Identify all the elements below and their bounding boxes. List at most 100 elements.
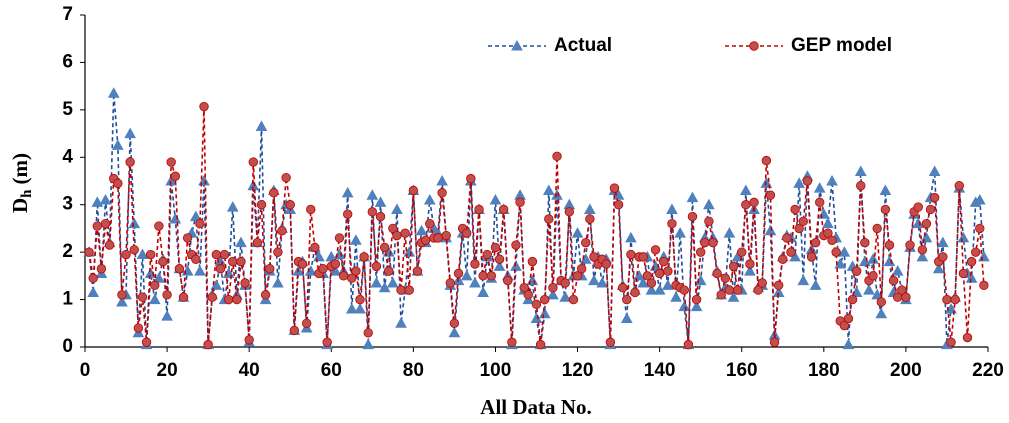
data-point — [470, 259, 480, 269]
data-point — [437, 188, 447, 198]
data-point — [761, 155, 772, 166]
data-point — [880, 204, 891, 215]
data-point — [815, 197, 825, 208]
data-point — [868, 271, 878, 281]
data-point — [111, 139, 124, 150]
data-point — [391, 203, 403, 214]
x-tick-label: 100 — [480, 360, 512, 381]
data-point — [211, 249, 222, 260]
data-point — [843, 313, 854, 324]
data-point — [226, 201, 239, 212]
data-point — [460, 269, 473, 281]
data-point — [683, 339, 694, 350]
data-point — [884, 240, 895, 250]
data-point — [515, 197, 525, 208]
data-point — [921, 218, 932, 229]
data-point — [749, 197, 759, 208]
data-point — [133, 323, 144, 333]
data-point — [957, 231, 970, 243]
data-point — [856, 181, 866, 191]
data-point — [813, 182, 826, 193]
data-point — [716, 290, 726, 300]
data-point — [965, 272, 978, 283]
data-point — [741, 200, 751, 210]
data-point — [659, 256, 669, 267]
data-point — [773, 280, 784, 291]
data-point — [403, 246, 416, 257]
data-point — [695, 247, 706, 257]
data-point — [661, 279, 674, 290]
data-point — [809, 279, 822, 290]
data-point — [691, 294, 702, 305]
y-tick-label: 6 — [62, 51, 73, 72]
data-point — [678, 300, 691, 312]
data-point — [739, 184, 752, 195]
data-point — [482, 249, 492, 260]
data-point — [281, 172, 291, 183]
data-point — [363, 328, 373, 338]
data-point — [285, 200, 295, 210]
data-point — [408, 185, 419, 196]
data-point — [289, 325, 300, 336]
data-point — [322, 337, 332, 347]
data-point — [645, 284, 658, 295]
data-point — [929, 192, 940, 203]
data-point — [107, 87, 120, 98]
data-point — [203, 339, 213, 350]
data-point — [954, 181, 964, 191]
data-point — [605, 337, 616, 347]
data-point — [897, 285, 907, 295]
data-point — [150, 280, 160, 291]
data-point — [842, 338, 855, 350]
data-point — [876, 297, 886, 307]
data-point — [888, 275, 899, 286]
data-point — [704, 216, 714, 227]
data-point — [879, 184, 892, 195]
data-point — [158, 256, 168, 267]
data-point — [235, 236, 247, 248]
data-point — [252, 237, 263, 248]
data-point — [744, 265, 756, 276]
data-point — [494, 254, 505, 264]
data-point — [354, 303, 366, 314]
data-point — [797, 274, 810, 286]
data-point — [207, 292, 217, 302]
data-point — [928, 165, 941, 177]
data-point — [609, 183, 620, 193]
data-point — [141, 337, 152, 347]
data-point — [117, 290, 127, 300]
data-point — [219, 249, 230, 260]
data-point — [297, 259, 308, 269]
data-point — [542, 184, 555, 195]
data-point — [128, 217, 141, 229]
data-point — [374, 196, 387, 207]
data-point — [548, 283, 558, 293]
x-tick-label: 80 — [403, 360, 424, 381]
data-point — [396, 285, 406, 295]
data-point — [802, 176, 813, 186]
data-point — [371, 261, 382, 272]
data-point — [445, 278, 456, 288]
data-point — [174, 264, 185, 274]
data-point — [535, 339, 546, 350]
data-point — [650, 245, 661, 255]
data-point — [338, 271, 349, 281]
data-point — [859, 255, 871, 267]
data-point — [916, 250, 929, 262]
data-point — [638, 252, 648, 262]
data-point — [448, 326, 461, 338]
data-point — [973, 193, 986, 205]
data-point — [970, 247, 981, 257]
data-point — [653, 284, 666, 295]
data-point — [526, 274, 539, 286]
data-point — [826, 174, 838, 186]
data-point — [700, 237, 710, 248]
data-point — [626, 249, 636, 260]
data-point — [359, 252, 369, 262]
data-point — [433, 233, 443, 243]
data-point — [510, 260, 522, 271]
data-point — [330, 259, 341, 269]
data-point — [170, 171, 181, 181]
data-point — [412, 266, 423, 276]
data-point — [96, 264, 107, 274]
